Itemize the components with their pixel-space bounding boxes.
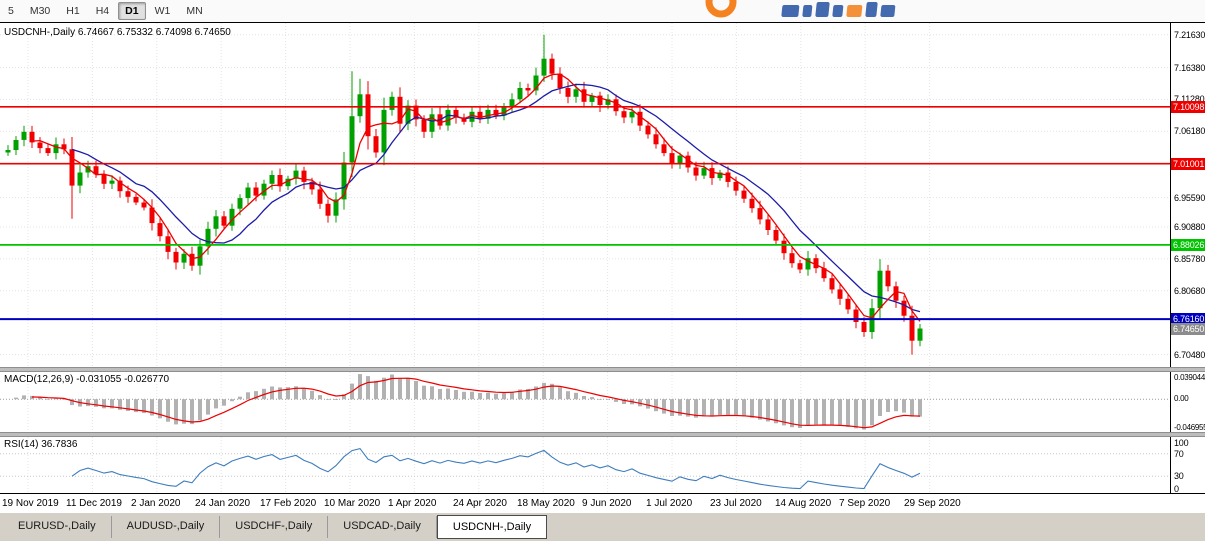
time-axis-label: 19 Nov 2019: [2, 498, 59, 509]
macd-axis-label: 0.039044: [1174, 373, 1205, 382]
chart-tab-usdcad[interactable]: USDCAD-,Daily: [328, 516, 437, 538]
time-axis-label: 1 Jul 2020: [646, 498, 693, 509]
time-axis-label: 10 Mar 2020: [324, 498, 381, 509]
rsi-axis-label: 70: [1174, 449, 1184, 459]
rsi-axis-label: 0: [1174, 484, 1179, 494]
level-price-label: 6.88026: [1171, 239, 1205, 251]
time-axis-label: 17 Feb 2020: [260, 498, 317, 509]
time-axis[interactable]: 19 Nov 2019 11 Dec 2019 2 Jan 2020 24 Jan 2…: [0, 493, 1205, 513]
timeframe-button-D1[interactable]: D1: [118, 1, 146, 21]
macd-panel[interactable]: MACD(12,26,9) -0.031055 -0.026770: [0, 372, 1170, 432]
time-axis-label: 11 Dec 2019: [66, 498, 122, 509]
chart-tab-audusd[interactable]: AUDUSD-,Daily: [112, 516, 221, 538]
price-tick-label: 7.06180: [1174, 126, 1205, 136]
timeframe-button-MN[interactable]: MN: [179, 2, 209, 21]
rsi-panel[interactable]: RSI(14) 36.7836: [0, 437, 1170, 493]
time-axis-label: 14 Aug 2020: [775, 498, 832, 509]
price-chart-pane[interactable]: USDCNH-,Daily 6.74667 6.75332 6.74098 6.…: [0, 23, 1170, 367]
price-tick-label: 6.80680: [1174, 286, 1205, 296]
price-tick-label: 7.21630: [1174, 30, 1205, 40]
chart-tab-eurusd[interactable]: EURUSD-,Daily: [3, 516, 112, 538]
candlestick-chart[interactable]: [0, 23, 1170, 367]
time-axis-label: 23 Jul 2020: [710, 498, 762, 509]
timeframe-button-5[interactable]: 5: [1, 2, 21, 21]
panel-separator[interactable]: [0, 432, 1205, 437]
time-axis-label: 29 Sep 2020: [904, 498, 961, 509]
timeframe-buttons: 5 M30 H1 H4 D1 W1 MN: [0, 1, 211, 21]
time-axis-label: 2 Jan 2020: [131, 498, 181, 509]
chart-tabs: EURUSD-,Daily AUDUSD-,Daily USDCHF-,Daily U…: [0, 512, 1205, 541]
time-axis-label: 9 Jun 2020: [582, 498, 632, 509]
time-axis-label: 7 Sep 2020: [839, 498, 891, 509]
timeframe-button-H4[interactable]: H4: [89, 2, 116, 21]
price-tick-label: 6.70480: [1174, 350, 1205, 360]
macd-axis-label: -0.046955: [1174, 423, 1205, 432]
rsi-chart[interactable]: [0, 437, 1170, 493]
timeframe-button-W1[interactable]: W1: [148, 2, 178, 21]
chart-title-ohlc: 6.74667 6.75332 6.74098 6.74650: [77, 27, 231, 38]
price-axis[interactable]: 7.21630 7.16380 7.11280 7.06180 6.95590 6.908…: [1170, 23, 1205, 494]
timeframe-button-H1[interactable]: H1: [59, 2, 86, 21]
price-tick-label: 7.16380: [1174, 63, 1205, 73]
logo-ring-icon: [705, 0, 737, 18]
timeframe-button-M30[interactable]: M30: [23, 2, 57, 21]
level-price-label: 7.01001: [1171, 158, 1205, 170]
chart-region: USDCNH-,Daily 6.74667 6.75332 6.74098 6.…: [0, 22, 1205, 513]
rsi-label: RSI(14) 36.7836: [4, 439, 78, 450]
price-tick-label: 7.11280: [1174, 94, 1205, 104]
current-price-label: 6.74650: [1171, 323, 1205, 335]
time-axis-label: 24 Jan 2020: [195, 498, 251, 509]
chart-tab-usdcnh[interactable]: USDCNH-,Daily: [436, 515, 548, 539]
chart-title: USDCNH-,Daily 6.74667 6.75332 6.74098 6.…: [4, 27, 231, 38]
timeframe-toolbar: 5 M30 H1 H4 D1 W1 MN: [0, 0, 1205, 22]
time-axis-label: 1 Apr 2020: [388, 498, 437, 509]
level-price-label: 6.76160: [1171, 313, 1205, 325]
chart-title-symbol: USDCNH-,Daily: [4, 27, 76, 38]
time-axis-label: 24 Apr 2020: [453, 498, 507, 509]
macd-chart[interactable]: [0, 372, 1170, 432]
level-price-label: 7.10098: [1171, 101, 1205, 113]
macd-label: MACD(12,26,9) -0.031055 -0.026770: [4, 374, 170, 385]
price-tick-label: 6.85780: [1174, 254, 1205, 264]
time-axis-label: 18 May 2020: [517, 498, 575, 509]
price-tick-label: 6.95590: [1174, 193, 1205, 203]
rsi-axis-label: 100: [1174, 438, 1189, 448]
panel-separator[interactable]: [0, 367, 1205, 372]
broker-logo: [705, 0, 896, 18]
macd-axis-label: 0.00: [1174, 394, 1189, 403]
rsi-axis-label: 30: [1174, 471, 1184, 481]
chart-tab-usdchf[interactable]: USDCHF-,Daily: [220, 516, 329, 538]
price-tick-label: 6.90880: [1174, 222, 1205, 232]
